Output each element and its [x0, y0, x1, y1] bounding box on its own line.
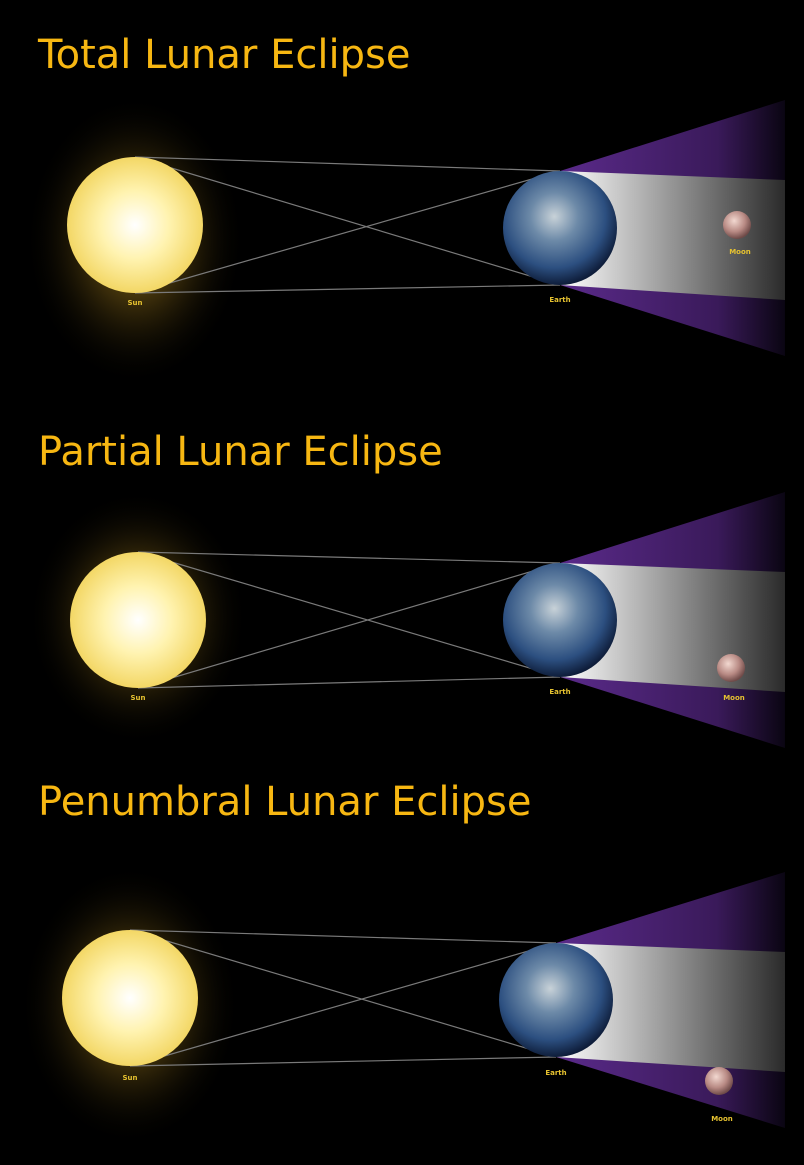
panel-title: Partial Lunar Eclipse [38, 429, 443, 475]
panel-title: Total Lunar Eclipse [37, 32, 410, 78]
moon [723, 211, 751, 239]
moon-label: Moon [723, 694, 745, 702]
sun-label: Sun [122, 1074, 137, 1082]
earth [499, 943, 613, 1057]
sun-label: Sun [130, 694, 145, 702]
moon-label: Moon [711, 1115, 733, 1123]
moon-label: Moon [729, 248, 751, 256]
moon [717, 654, 745, 682]
eclipse-diagram: Total Lunar Eclipse Sun Earth Moon Partial L… [0, 0, 804, 1165]
sun-label: Sun [127, 299, 142, 307]
earth [503, 171, 617, 285]
earth-label: Earth [549, 688, 570, 696]
sun [70, 552, 206, 688]
earth-label: Earth [549, 296, 570, 304]
sun [62, 930, 198, 1066]
earth [503, 563, 617, 677]
page: Total Lunar Eclipse Sun Earth Moon Partial L… [0, 0, 804, 1165]
panel-title: Penumbral Lunar Eclipse [38, 779, 531, 825]
moon [705, 1067, 733, 1095]
sun [67, 157, 203, 293]
earth-label: Earth [545, 1069, 566, 1077]
